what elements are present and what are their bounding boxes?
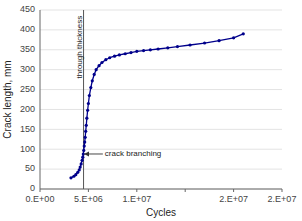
data-point	[135, 50, 138, 53]
data-point	[85, 117, 88, 120]
grid-line	[40, 89, 282, 90]
data-point	[93, 73, 96, 76]
y-tick-label: 0	[30, 183, 35, 193]
grid-line	[40, 10, 282, 11]
y-tick-label: 350	[20, 44, 35, 54]
y-tick-label: 300	[20, 64, 35, 74]
data-point	[89, 86, 92, 89]
annotation: through thickness	[75, 16, 84, 79]
data-point	[188, 43, 191, 46]
data-point	[82, 152, 85, 155]
chart: 0 50 100 150 200 250 300 350 400 450 0.E+00 5.E+06 1…	[0, 0, 302, 221]
y-tick-label: 450	[20, 4, 35, 14]
y-tick-label: 200	[20, 104, 35, 114]
y-axis-label: Crack length, mm	[2, 60, 13, 138]
x-axis	[40, 189, 282, 190]
y-tick-label: 250	[20, 84, 35, 94]
data-point	[149, 48, 152, 51]
data-line	[71, 34, 243, 178]
data-point	[80, 162, 83, 165]
data-point	[97, 64, 100, 67]
x-tick-label: 0.E+00	[26, 194, 55, 204]
plot-area	[69, 10, 245, 189]
data-point	[86, 109, 89, 112]
x-tick-label: 5.E+06	[74, 194, 103, 204]
data-point	[79, 166, 82, 169]
y-axis	[40, 10, 41, 189]
x-tick-label: 2.E+07	[268, 194, 297, 204]
annotation: crack branching	[105, 149, 161, 158]
data-point	[129, 51, 132, 54]
data-point	[124, 52, 127, 55]
data-point	[82, 149, 85, 152]
annotation-arrow	[85, 153, 103, 154]
data-point	[84, 136, 87, 139]
data-point	[85, 124, 88, 127]
grid-line	[40, 189, 282, 190]
data-point	[87, 102, 90, 105]
data-point	[78, 168, 81, 171]
data-point	[100, 61, 103, 64]
data-point	[81, 159, 84, 162]
y-tick-label: 50	[25, 163, 35, 173]
data-point	[81, 156, 84, 159]
y-tick-label: 100	[20, 144, 35, 154]
data-point	[83, 144, 86, 147]
data-point	[113, 55, 116, 58]
data-point	[84, 130, 87, 133]
x-tick-label: 1.E+07	[122, 194, 151, 204]
data-point	[83, 140, 86, 143]
data-point	[108, 56, 111, 59]
data-point	[203, 41, 206, 44]
data-point	[232, 36, 235, 39]
data-point	[242, 32, 245, 35]
x-axis-label: Cycles	[146, 207, 176, 218]
data-point	[88, 94, 91, 97]
data-point	[69, 176, 72, 179]
y-tick-label: 150	[20, 124, 35, 134]
data-point	[95, 68, 98, 71]
data-point	[104, 58, 107, 61]
data-point	[166, 46, 169, 49]
y-tick-label: 400	[20, 24, 35, 34]
grid-line	[40, 109, 282, 110]
data-point	[142, 49, 145, 52]
data-point	[156, 47, 159, 50]
data-point	[176, 45, 179, 48]
data-point	[118, 53, 121, 56]
grid-line	[40, 169, 282, 170]
grid-line	[40, 129, 282, 130]
data-point	[217, 39, 220, 42]
x-tick-label: 2.E+07	[219, 194, 248, 204]
data-point	[91, 79, 94, 82]
